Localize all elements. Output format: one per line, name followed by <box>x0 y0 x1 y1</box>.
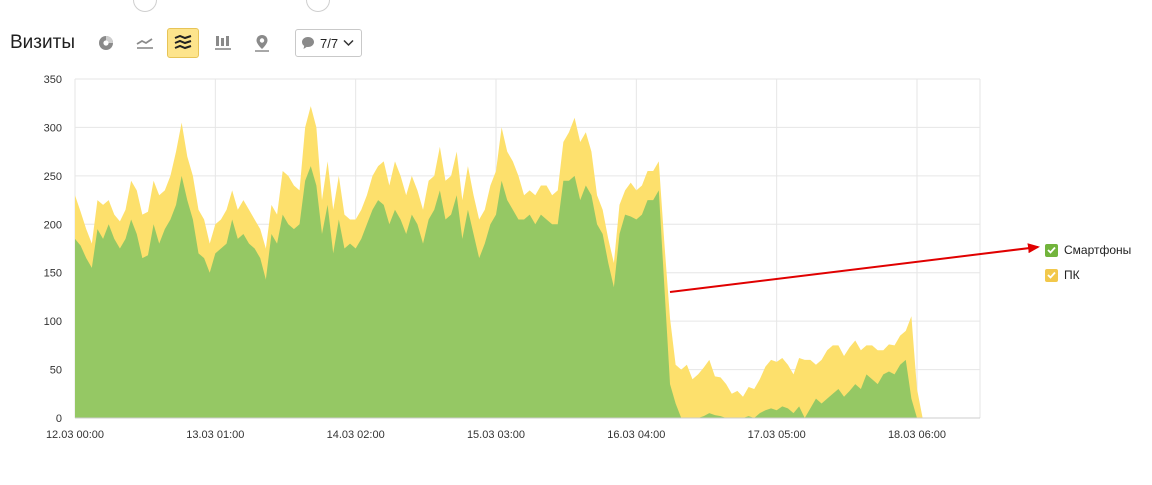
map-pin-icon <box>255 35 269 52</box>
axes: 0 50 100 150 200 250 300 350 12.03 00:00 13.03 01… <box>44 74 980 441</box>
stacked-area-icon <box>174 35 192 50</box>
bar-chart-icon <box>215 36 231 50</box>
chevron-down-icon <box>343 39 354 47</box>
plot-area <box>75 106 951 419</box>
comment-icon <box>302 37 314 49</box>
segments-counter: 7/7 <box>320 35 339 51</box>
y-tick-label: 250 <box>44 171 62 183</box>
pie-chart-icon <box>99 36 113 50</box>
segments-selector-button[interactable]: 7/7 <box>295 29 362 57</box>
x-tick-label: 14.03 02:00 <box>327 429 385 441</box>
legend-smartphones[interactable]: Смартфоны <box>1045 241 1131 259</box>
annotation-arrow <box>669 243 1040 293</box>
checkbox-checked-icon[interactable] <box>1045 268 1058 282</box>
x-tick-label: 18.03 06:00 <box>888 429 946 441</box>
x-tick-label: 12.03 00:00 <box>46 429 104 441</box>
y-tick-label: 50 <box>50 365 62 377</box>
y-tick-label: 0 <box>56 413 62 425</box>
legend-label: ПК <box>1064 268 1080 282</box>
x-tick-label: 13.03 01:00 <box>186 429 244 441</box>
pie-chart-button[interactable] <box>90 28 122 58</box>
chart-toolbar: Визиты <box>0 26 420 62</box>
y-tick-label: 300 <box>44 122 62 134</box>
y-tick-label: 350 <box>44 74 62 86</box>
line-chart-button[interactable] <box>129 28 161 58</box>
chart-section-title: Визиты <box>10 32 75 53</box>
y-tick-label: 200 <box>44 219 62 231</box>
legend-pc[interactable]: ПК <box>1045 266 1131 284</box>
chart-legend: Смартфоны ПК <box>1045 241 1131 291</box>
y-tick-label: 100 <box>44 316 62 328</box>
line-chart-icon <box>136 38 153 49</box>
checkbox-checked-icon[interactable] <box>1045 243 1058 257</box>
stacked-area-button[interactable] <box>167 28 199 58</box>
map-button[interactable] <box>246 28 278 58</box>
x-tick-label: 17.03 05:00 <box>748 429 806 441</box>
legend-label: Смартфоны <box>1064 243 1132 257</box>
top-partial-controls <box>0 0 400 12</box>
x-tick-label: 16.03 04:00 <box>607 429 665 441</box>
series-area-smartphones <box>75 166 951 418</box>
y-tick-label: 150 <box>44 268 62 280</box>
bar-chart-button[interactable] <box>207 28 239 58</box>
x-tick-label: 15.03 03:00 <box>467 429 525 441</box>
